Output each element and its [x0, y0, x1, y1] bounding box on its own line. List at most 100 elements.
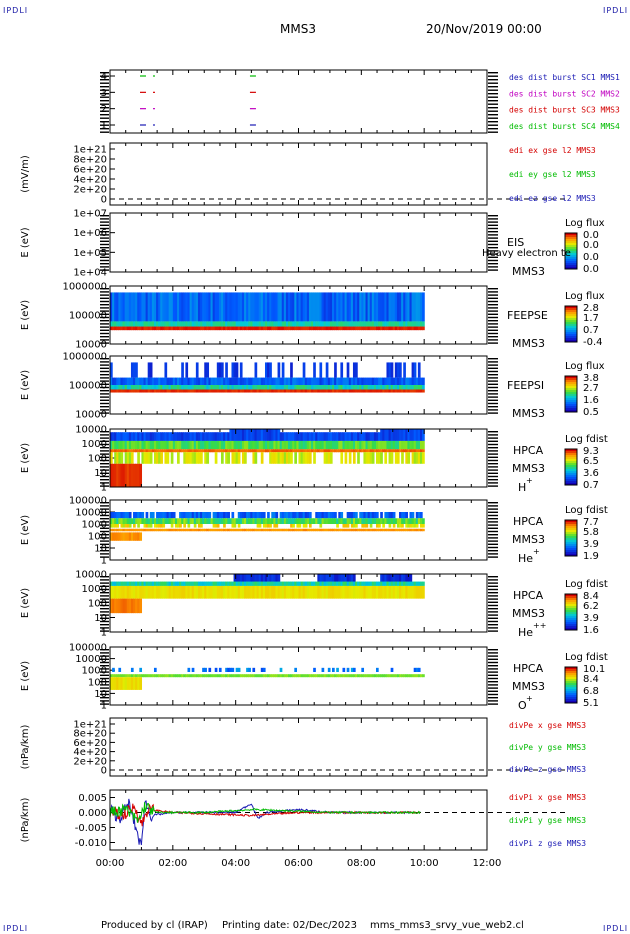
heatmap-cell	[350, 326, 354, 331]
heatmap-cell	[170, 377, 174, 385]
heatmap-cell	[187, 326, 191, 331]
edge-comb	[100, 479, 109, 481]
edge-comb	[100, 304, 109, 306]
heatmap-cell	[375, 674, 379, 678]
heatmap-cell	[386, 574, 390, 585]
heatmap-cell	[334, 432, 337, 441]
heatmap-cell	[409, 674, 413, 678]
heatmap-cell	[116, 463, 119, 487]
colorbar-swatch	[565, 667, 577, 670]
edge-comb	[100, 524, 109, 526]
heatmap-cell	[252, 512, 256, 519]
heatmap-cell	[223, 581, 226, 586]
heatmap-cell	[350, 292, 354, 322]
heatmap-cell	[290, 432, 293, 441]
heatmap-cell	[200, 377, 203, 385]
heatmap-cell	[114, 452, 117, 464]
heatmap-cell	[319, 674, 323, 678]
heatmap-cell	[174, 326, 178, 331]
heatmap-cell	[231, 524, 235, 528]
heatmap-cell	[170, 321, 174, 327]
heatmap-cell	[365, 389, 369, 393]
heatmap-cell	[244, 326, 247, 331]
heatmap-cell	[342, 385, 346, 390]
heatmap-cell	[133, 674, 136, 678]
heatmap-cell	[112, 432, 115, 441]
colorbar-swatch	[565, 546, 577, 549]
edge-comb	[488, 117, 498, 119]
heatmap-cell	[348, 674, 352, 678]
heatmap-cell	[346, 667, 350, 672]
heatmap-cell	[229, 449, 233, 453]
heatmap-cell	[288, 512, 291, 519]
heatmap-cell	[195, 674, 199, 678]
heatmap-cell	[137, 524, 140, 528]
heatmap-cell	[151, 389, 155, 393]
date-title: 20/Nov/2019 00:00	[426, 22, 542, 36]
heatmap-cell	[241, 518, 245, 524]
heatmap-cell	[164, 377, 168, 385]
heatmap-cell	[405, 512, 409, 519]
heatmap-cell	[321, 674, 325, 678]
heatmap-cell	[390, 377, 394, 385]
heatmap-cell	[407, 574, 411, 585]
heatmap-cell	[221, 440, 224, 450]
heatmap-cell	[262, 528, 266, 532]
heatmap-cell	[342, 585, 346, 599]
heatmap-cell	[361, 432, 365, 441]
heatmap-cell	[110, 292, 113, 322]
heatmap-cell	[348, 449, 352, 453]
heatmap-cell	[130, 598, 134, 614]
heatmap-cell	[329, 512, 333, 519]
heatmap-cell	[346, 512, 350, 519]
heatmap-cell	[264, 429, 268, 441]
heatmap-cell	[256, 377, 260, 385]
heatmap-cell	[267, 581, 270, 586]
heatmap-cell	[396, 389, 400, 393]
heatmap-cell	[187, 292, 191, 322]
heatmap-cell	[112, 677, 115, 690]
heatmap-cell	[191, 667, 195, 672]
heatmap-cell	[313, 362, 316, 378]
colorbar-frame	[564, 232, 578, 270]
heatmap-cell	[122, 440, 126, 450]
heatmap-cell	[317, 432, 321, 441]
heatmap-cell	[162, 674, 166, 678]
edge-comb	[488, 677, 498, 680]
heatmap-cell	[296, 432, 300, 441]
heatmap-cell	[156, 440, 159, 450]
heatmap-cell	[191, 432, 195, 441]
heatmap-cell	[269, 449, 272, 453]
heatmap-cell	[262, 389, 266, 393]
heatmap-cell	[239, 585, 243, 599]
edge-comb	[488, 313, 498, 315]
x-tick-label: 08:00	[347, 858, 376, 869]
heatmap-cell	[277, 389, 281, 393]
heatmap-cell	[346, 377, 350, 385]
edge-comb	[488, 453, 498, 455]
heatmap-cell	[239, 674, 243, 678]
heatmap-cell	[223, 385, 226, 390]
edge-comb	[100, 537, 109, 539]
heatmap-cell	[172, 581, 176, 586]
heatmap-cell	[254, 585, 258, 599]
heatmap-cell	[294, 385, 298, 390]
heatmap-cell	[375, 585, 379, 599]
colorbar-swatch	[565, 669, 577, 672]
heatmap-cell	[189, 528, 193, 532]
edge-comb	[100, 661, 109, 664]
heatmap-cell	[292, 518, 295, 524]
heatmap-cell	[216, 528, 220, 532]
overlay-text: Heavy electron te	[482, 248, 571, 259]
heatmap-cell	[306, 528, 310, 532]
heatmap-cell	[162, 440, 166, 450]
heatmap-cell	[283, 385, 287, 390]
heatmap-cell	[231, 512, 235, 519]
heatmap-cell	[208, 667, 212, 672]
heatmap-cell	[145, 518, 149, 524]
heatmap-cell	[258, 512, 262, 519]
heatmap-cell	[164, 518, 168, 524]
heatmap-cell	[189, 389, 193, 393]
heatmap-cell	[210, 377, 214, 385]
heatmap-cell	[166, 452, 170, 464]
